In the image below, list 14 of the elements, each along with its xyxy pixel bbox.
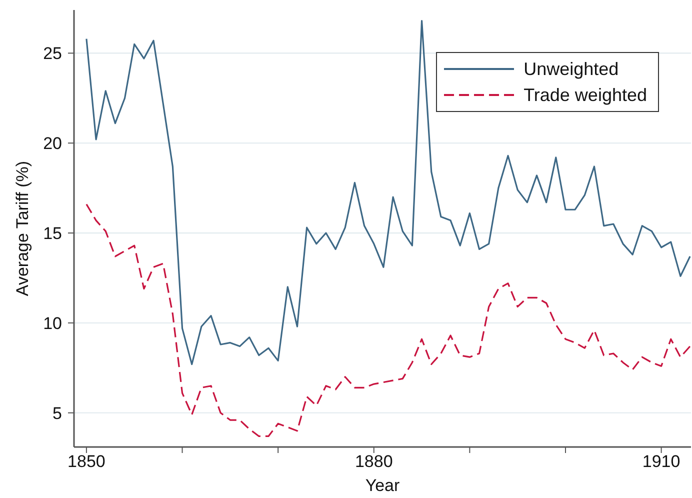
legend-label: Trade weighted <box>524 84 647 106</box>
x-axis-title: Year <box>365 476 400 495</box>
y-axis-title: Average Tariff (%) <box>12 160 32 296</box>
x-tick-label: 1880 <box>354 452 393 472</box>
y-tick-label: 10 <box>43 314 62 333</box>
legend-label: Unweighted <box>524 58 619 80</box>
line-series <box>86 20 691 366</box>
y-tick-label: 25 <box>43 44 62 64</box>
x-tick-label: 1910 <box>642 452 680 472</box>
y-tick-label: 20 <box>43 134 62 154</box>
y-tick-label: 5 <box>52 404 62 423</box>
line-series <box>86 203 691 438</box>
x-tick-label: 1850 <box>68 452 106 472</box>
y-tick-label: 15 <box>43 224 62 244</box>
